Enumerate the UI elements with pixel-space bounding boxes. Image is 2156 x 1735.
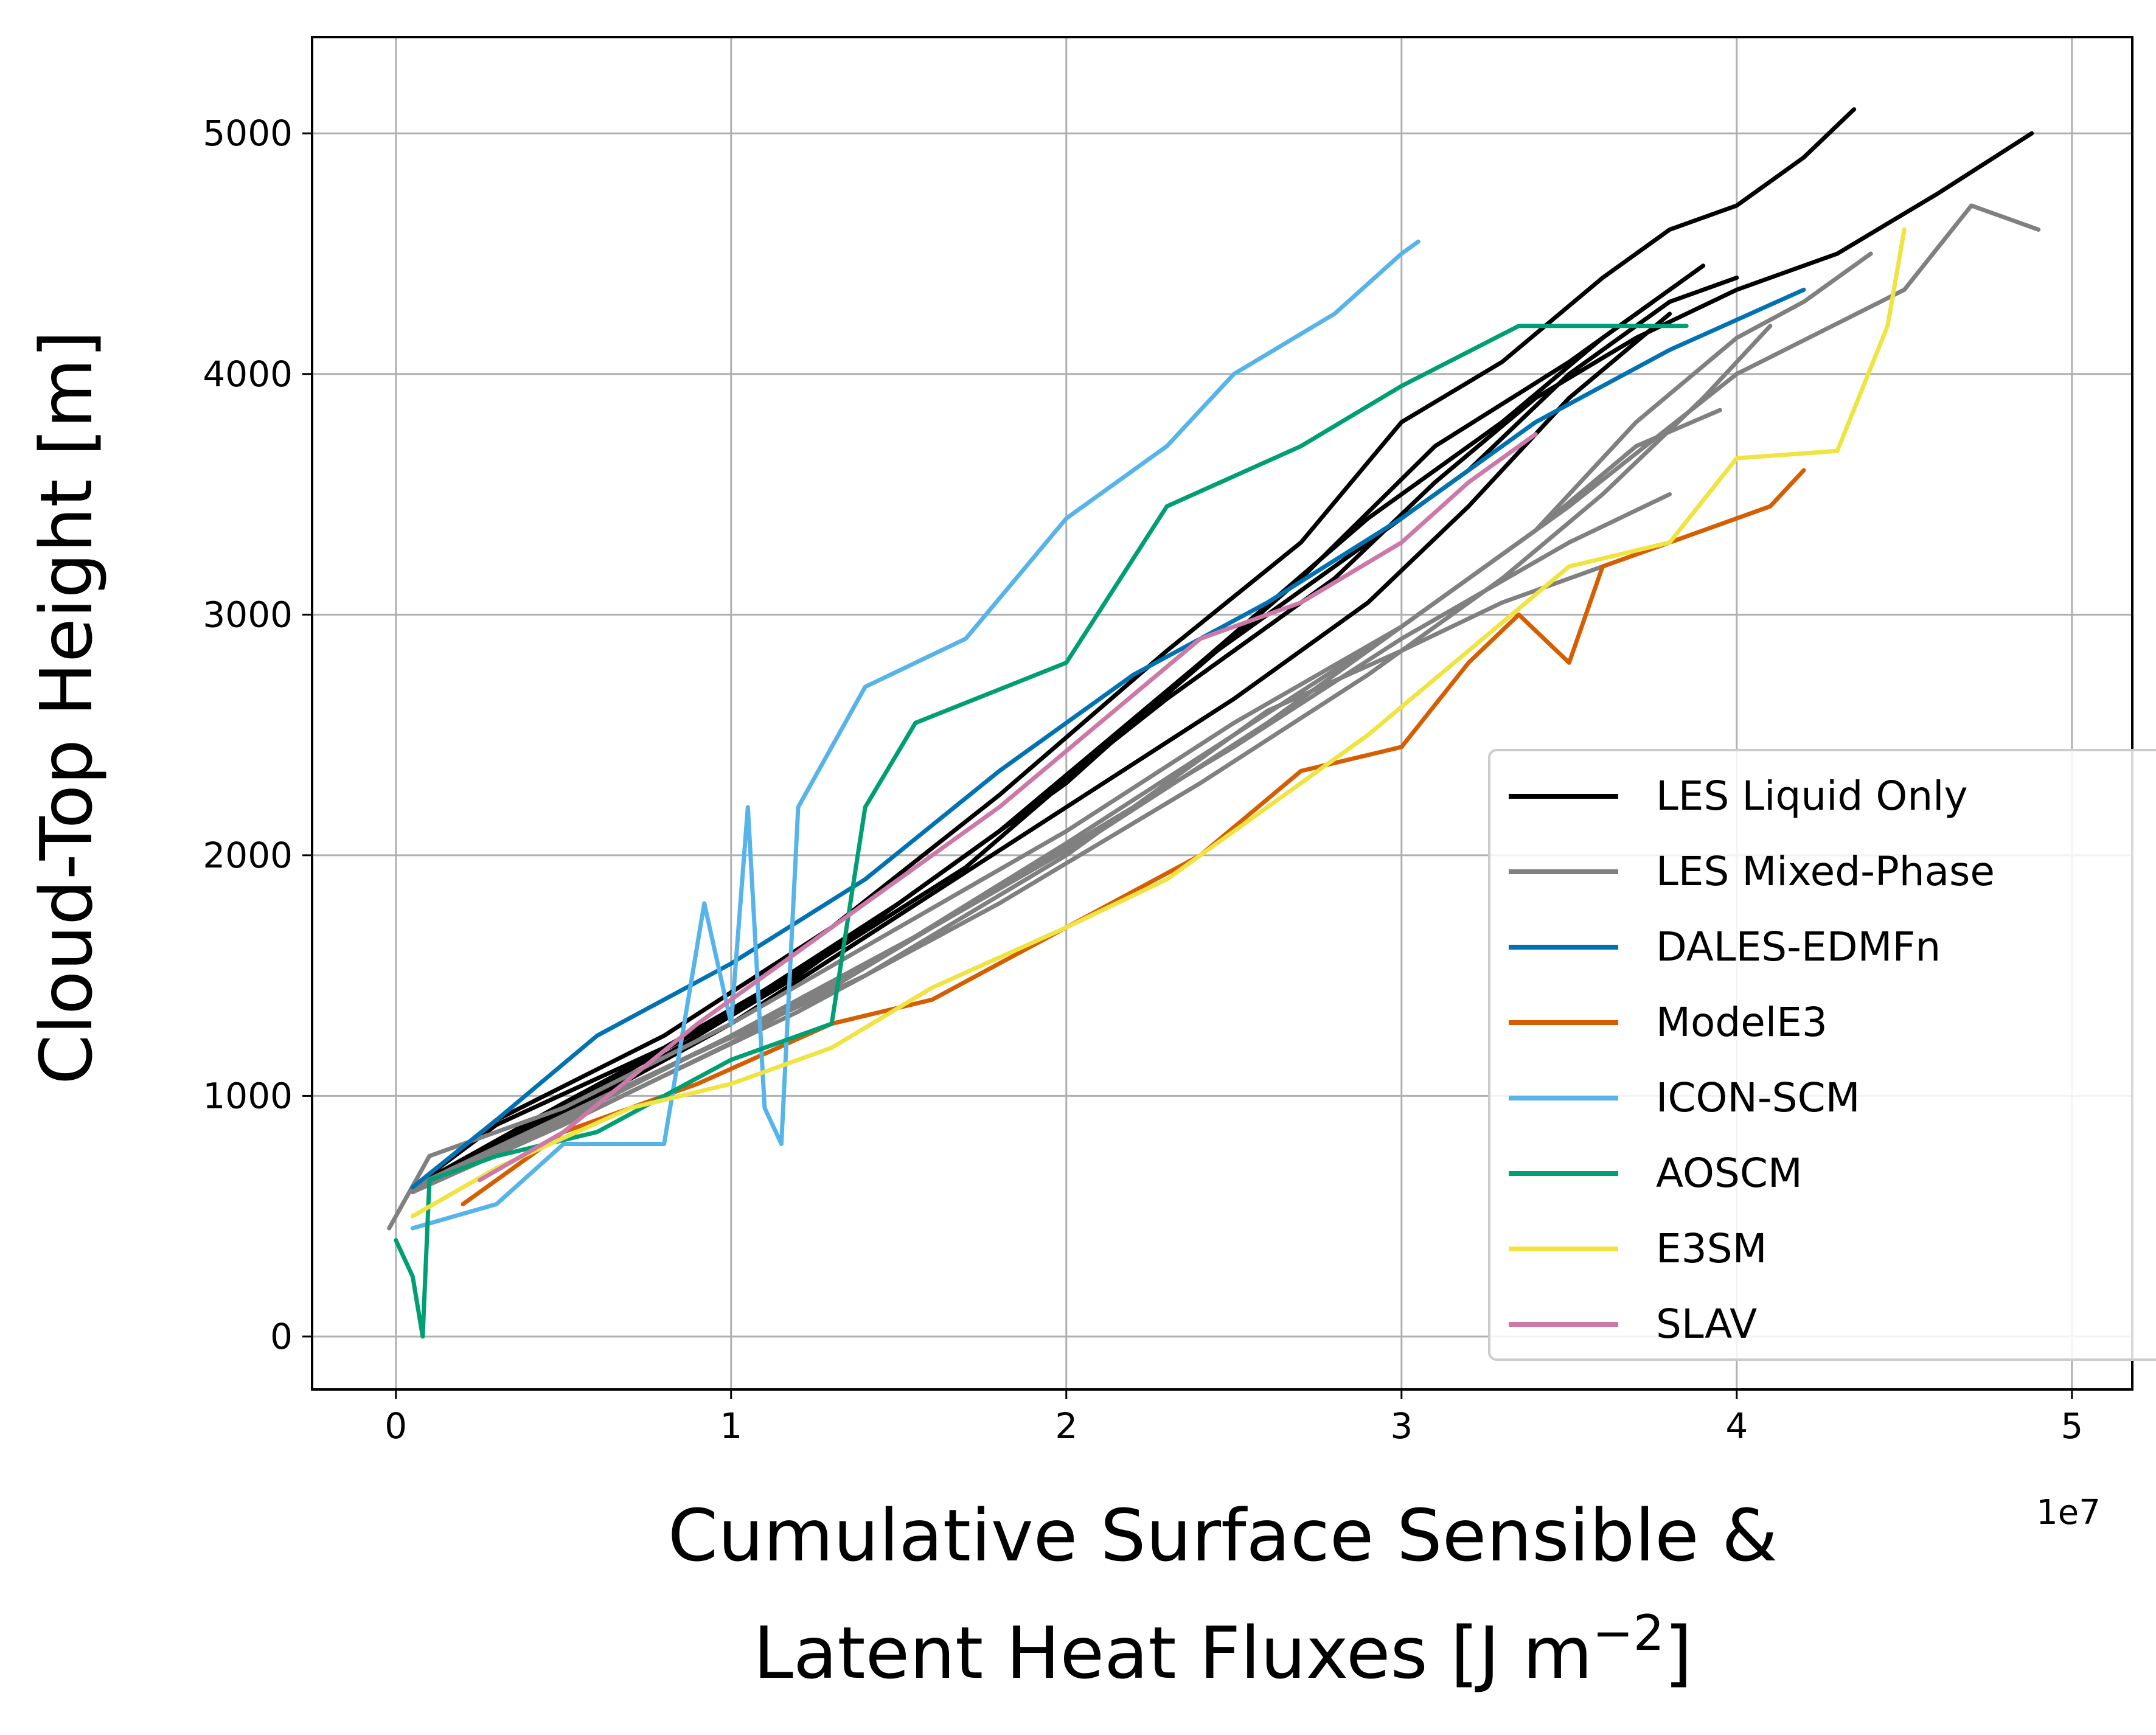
x-tick-label: 1	[720, 1405, 742, 1447]
x-tick-label: 2	[1055, 1405, 1077, 1447]
series-line-12	[410, 287, 1806, 1190]
y-tick-label: 1000	[203, 1075, 293, 1116]
y-tick-label: 4000	[203, 353, 293, 395]
legend-label: E3SM	[1656, 1225, 1767, 1272]
legend-label: ICON-SCM	[1656, 1074, 1860, 1121]
legend: LES Liquid Only LES Mixed-Phase DALES-EDMF…	[1488, 749, 2156, 1361]
x-tick-label: 3	[1390, 1405, 1413, 1447]
series-line-0	[410, 107, 1857, 1190]
legend-label: AOSCM	[1656, 1150, 1803, 1197]
x-axis-label-line2-prefix: Latent Heat Fluxes [J m	[753, 1611, 1592, 1695]
x-offset-label: 1e7	[2036, 1493, 2101, 1532]
y-tick-label: 0	[270, 1316, 293, 1357]
x-tick-label: 5	[2060, 1405, 2083, 1447]
legend-label: LES Liquid Only	[1656, 773, 1968, 819]
x-tick-label: 0	[384, 1405, 407, 1447]
y-tick-label: 3000	[203, 594, 293, 635]
legend-label: SLAV	[1656, 1301, 1757, 1347]
series-line-3	[410, 311, 1672, 1190]
data-series	[387, 107, 2041, 1339]
x-axis-label-line2-sup: −2	[1593, 1605, 1664, 1661]
series-line-10	[410, 564, 1605, 1190]
series-line-5	[410, 299, 1655, 1190]
series-line-14	[410, 239, 1421, 1231]
x-tick-label: 4	[1725, 1405, 1748, 1447]
legend-box	[1488, 749, 2156, 1361]
x-axis-label-line2-suffix: ]	[1664, 1611, 1692, 1695]
series-line-6	[387, 251, 1873, 1231]
legend-entries: LES Liquid Only LES Mixed-Phase DALES-EDMF…	[1509, 773, 1995, 1347]
axis-ticks: 0 1 2 3 4 5 0 1000 2000 3000 4000 5000	[203, 113, 2083, 1447]
x-axis-label-line2: Latent Heat Fluxes [J m−2]	[753, 1605, 1692, 1695]
series-line-11	[410, 203, 2041, 1195]
legend-label: DALES-EDMFn	[1656, 923, 1941, 970]
series-line-16	[410, 227, 1907, 1219]
y-tick-label: 5000	[203, 113, 293, 154]
y-tick-label: 2000	[203, 835, 293, 876]
x-axis-label-line1: Cumulative Surface Sensible &	[668, 1493, 1778, 1577]
y-axis-label: Cloud-Top Height [m]	[24, 330, 108, 1085]
legend-label: LES Mixed-Phase	[1656, 848, 1995, 895]
plot-frame	[311, 36, 2133, 1391]
series-line-17	[478, 432, 1538, 1183]
legend-label: ModelE3	[1656, 999, 1827, 1046]
